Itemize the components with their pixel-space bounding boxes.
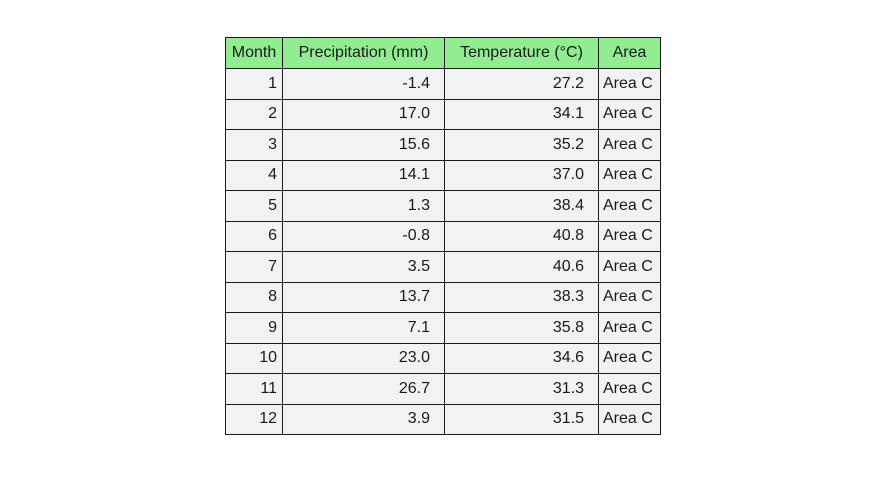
month-cell: 1	[225, 68, 283, 100]
precipitation-cell: 3.5	[282, 251, 445, 283]
header-row: Month Precipitation (mm) Temperature (°C…	[225, 37, 661, 69]
temperature-cell: 34.1	[444, 98, 599, 130]
month-cell: 8	[225, 281, 283, 313]
month-cell: 4	[225, 159, 283, 191]
table-row: 9 7.1 35.8 Area C	[225, 312, 661, 344]
header-temperature: Temperature (°C)	[444, 37, 599, 69]
temperature-cell: 31.3	[444, 373, 599, 405]
area-cell: Area C	[598, 403, 661, 435]
precipitation-cell: 14.1	[282, 159, 445, 191]
temperature-cell: 38.3	[444, 281, 599, 313]
header-precipitation: Precipitation (mm)	[282, 37, 445, 69]
temperature-cell: 35.2	[444, 129, 599, 161]
area-cell: Area C	[598, 312, 661, 344]
table-row: 1 -1.4 27.2 Area C	[225, 68, 661, 100]
table-row: 4 14.1 37.0 Area C	[225, 159, 661, 191]
table-row: 11 26.7 31.3 Area C	[225, 373, 661, 405]
temperature-cell: 35.8	[444, 312, 599, 344]
header-month: Month	[225, 37, 283, 69]
temperature-cell: 31.5	[444, 403, 599, 435]
temperature-cell: 27.2	[444, 68, 599, 100]
precipitation-cell: 3.9	[282, 403, 445, 435]
table-row: 10 23.0 34.6 Area C	[225, 342, 661, 374]
month-cell: 6	[225, 220, 283, 252]
month-cell: 10	[225, 342, 283, 374]
area-cell: Area C	[598, 342, 661, 374]
month-cell: 5	[225, 190, 283, 222]
table-row: 2 17.0 34.1 Area C	[225, 98, 661, 130]
header-area: Area	[598, 37, 661, 69]
month-cell: 12	[225, 403, 283, 435]
area-cell: Area C	[598, 98, 661, 130]
area-cell: Area C	[598, 251, 661, 283]
precipitation-cell: 17.0	[282, 98, 445, 130]
table-row: 8 13.7 38.3 Area C	[225, 281, 661, 313]
area-cell: Area C	[598, 220, 661, 252]
area-cell: Area C	[598, 129, 661, 161]
precipitation-cell: 15.6	[282, 129, 445, 161]
table-row: 7 3.5 40.6 Area C	[225, 251, 661, 283]
precipitation-cell: 1.3	[282, 190, 445, 222]
precipitation-cell: 7.1	[282, 312, 445, 344]
precipitation-cell: -0.8	[282, 220, 445, 252]
area-cell: Area C	[598, 281, 661, 313]
precipitation-cell: -1.4	[282, 68, 445, 100]
table-row: 12 3.9 31.5 Area C	[225, 403, 661, 435]
table-row: 6 -0.8 40.8 Area C	[225, 220, 661, 252]
table-row: 3 15.6 35.2 Area C	[225, 129, 661, 161]
precipitation-cell: 26.7	[282, 373, 445, 405]
table-row: 5 1.3 38.4 Area C	[225, 190, 661, 222]
temperature-cell: 34.6	[444, 342, 599, 374]
temperature-cell: 40.8	[444, 220, 599, 252]
table-body: 1 -1.4 27.2 Area C 2 17.0 34.1 Area C 3 15.6 35.2 A…	[225, 68, 661, 435]
area-cell: Area C	[598, 190, 661, 222]
month-cell: 9	[225, 312, 283, 344]
precipitation-cell: 13.7	[282, 281, 445, 313]
temperature-cell: 37.0	[444, 159, 599, 191]
area-cell: Area C	[598, 68, 661, 100]
data-table: Month Precipitation (mm) Temperature (°C…	[225, 37, 661, 435]
month-cell: 2	[225, 98, 283, 130]
precipitation-cell: 23.0	[282, 342, 445, 374]
area-cell: Area C	[598, 159, 661, 191]
area-cell: Area C	[598, 373, 661, 405]
month-cell: 7	[225, 251, 283, 283]
temperature-cell: 38.4	[444, 190, 599, 222]
month-cell: 3	[225, 129, 283, 161]
temperature-cell: 40.6	[444, 251, 599, 283]
month-cell: 11	[225, 373, 283, 405]
